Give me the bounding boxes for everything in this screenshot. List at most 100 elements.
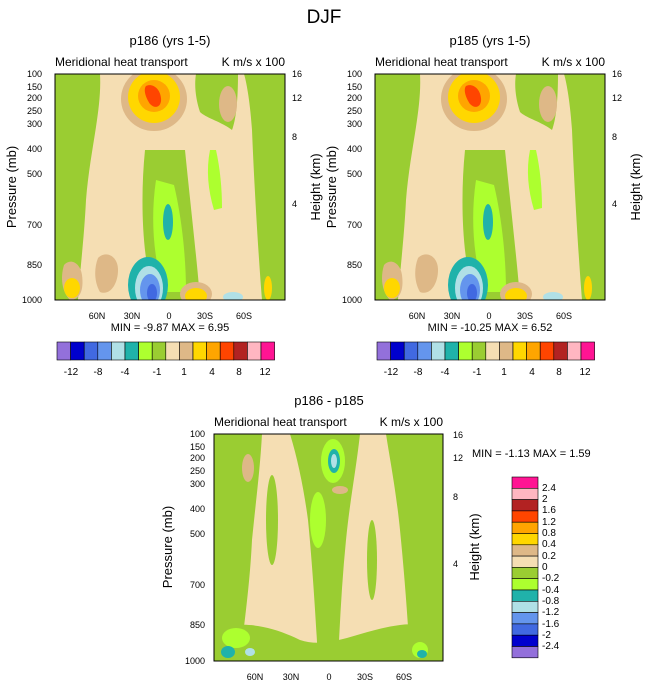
colorbar-swatch (499, 341, 514, 361)
colorbar-labels: -12 -8 -4 -1 1 4 8 12 (64, 367, 271, 378)
colorbar-swatch (83, 341, 99, 361)
contour-band-lightgreen (310, 492, 326, 548)
y-axis-label-right: Height (km) (467, 513, 482, 580)
colorbar-swatch (151, 341, 167, 361)
tick-label: 30N (444, 311, 461, 321)
contour-lower-max-yellow (505, 288, 527, 300)
tick-label: 30S (197, 311, 213, 321)
colorbar-swatch (206, 341, 221, 361)
contour-band-teal (221, 646, 235, 658)
contour-band-green (564, 74, 605, 300)
tick-label: 30N (283, 672, 300, 682)
tick-label: 60S (236, 311, 252, 321)
colorbar-swatch (403, 341, 419, 361)
colorbar-label: -8 (94, 367, 103, 378)
contour-lower-min-blue (467, 284, 477, 300)
panel-title: p186 (yrs 1-5) (130, 33, 211, 48)
colorbar-swatch (511, 646, 539, 659)
contour-band-yellow (584, 276, 592, 300)
colorbar-label: -8 (414, 367, 423, 378)
contour-band-teal (483, 204, 493, 240)
colorbar-swatch (179, 341, 194, 361)
tick-label: 60N (89, 311, 106, 321)
contour-band-lightgreen (207, 150, 222, 210)
colorbar-swatch (511, 578, 539, 591)
colorbar-label: -1 (153, 367, 162, 378)
panel-subtitle-right: K m/s x 100 (222, 55, 286, 69)
panel-subtitle-left: Meridional heat transport (214, 415, 347, 429)
colorbar-swatch (458, 341, 473, 361)
colorbar-label: -2 (542, 630, 551, 641)
colorbar-label: -1 (473, 367, 482, 378)
contour-band-green (244, 74, 285, 300)
colorbar-label: -2.4 (542, 641, 560, 652)
contour-band-yellow (264, 276, 272, 300)
tick-label: 12 (292, 93, 302, 103)
pressure-ticks: 100 150 200 250 300 400 500 700 850 1000 (342, 69, 362, 305)
colorbar-swatch (511, 555, 539, 568)
tick-label: 700 (347, 220, 362, 230)
tick-label: 8 (453, 492, 458, 502)
colorbar-swatch (511, 634, 539, 647)
contour-band-green (266, 475, 278, 565)
tick-label: 400 (347, 144, 362, 154)
colorbar-swatch (553, 341, 568, 361)
colorbar-swatch (511, 476, 539, 489)
panel-title: p185 (yrs 1-5) (450, 33, 531, 48)
colorbar-swatch (539, 341, 555, 361)
colorbar-labels: 2.4 2 1.6 1.2 0.8 0.4 0.2 0 -0.2 -0.4 -0… (542, 483, 560, 652)
colorbar-swatch (511, 567, 539, 580)
colorbar-swatches (511, 476, 539, 659)
colorbar-label: -4 (441, 367, 450, 378)
colorbar-swatch (511, 487, 539, 500)
colorbar-labels: -12 -8 -4 -1 1 4 8 12 (384, 367, 591, 378)
tick-label: 250 (190, 466, 205, 476)
colorbar-swatch (511, 533, 539, 546)
colorbar-swatch (511, 589, 539, 602)
colorbar-label: 12 (259, 367, 271, 378)
colorbar-swatch (471, 341, 487, 361)
tick-label: 0 (166, 311, 171, 321)
tick-label: 250 (27, 106, 42, 116)
tick-label: 200 (347, 93, 362, 103)
contour-band-yellow (384, 278, 400, 298)
colorbar-swatch (511, 612, 539, 625)
contour-band-tan (539, 86, 557, 122)
tick-label: 4 (453, 559, 458, 569)
y-axis-label: Pressure (mb) (4, 146, 19, 228)
figure-title: DJF (307, 7, 342, 28)
colorbar-label: 0.8 (542, 528, 556, 539)
colorbar-swatch (511, 600, 539, 613)
tick-label: 200 (27, 93, 42, 103)
contour-band-teal (417, 650, 427, 658)
colorbar-swatch (233, 341, 248, 361)
latitude-ticks: 60N 30N 0 30S 60S (89, 311, 252, 321)
colorbar-label: 1 (501, 367, 507, 378)
panel-subtitle-right: K m/s x 100 (380, 415, 444, 429)
tick-label: 500 (190, 529, 205, 539)
tick-label: 1000 (185, 656, 205, 666)
panel-p185: p185 (yrs 1-5) Meridional heat transport… (324, 33, 643, 378)
contour-band-lightgreen (222, 628, 250, 648)
tick-label: 30S (357, 672, 373, 682)
colorbar-swatch (431, 341, 446, 361)
tick-label: 60S (396, 672, 412, 682)
colorbar-swatch (511, 510, 539, 523)
tick-label: 250 (347, 106, 362, 116)
tick-label: 12 (453, 453, 463, 463)
tick-label: 4 (292, 199, 297, 209)
contour-band-tan (332, 486, 348, 494)
tick-label: 60N (409, 311, 426, 321)
tick-label: 400 (190, 504, 205, 514)
contour-band-pale (543, 292, 563, 300)
tick-label: 8 (292, 132, 297, 142)
contour-band-tan (219, 86, 237, 122)
colorbar-swatch (390, 341, 405, 361)
height-ticks: 16 12 8 4 (292, 69, 302, 209)
height-ticks: 16 12 8 4 (612, 69, 622, 209)
colorbar-swatch (567, 341, 582, 361)
tick-label: 700 (190, 580, 205, 590)
tick-label: 850 (347, 260, 362, 270)
tick-label: 100 (347, 69, 362, 79)
panel-subtitle-left: Meridional heat transport (55, 55, 188, 69)
